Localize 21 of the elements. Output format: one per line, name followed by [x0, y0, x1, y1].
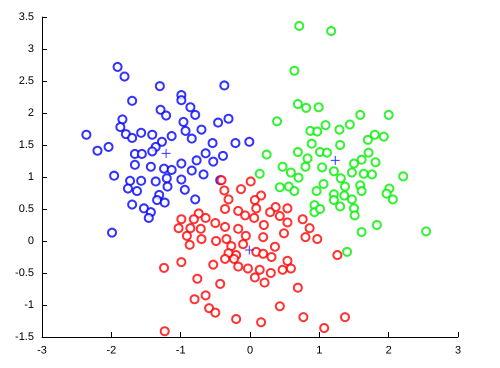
x-tick-label: -1	[176, 344, 186, 356]
y-tick-label: 1.5	[18, 139, 34, 151]
point	[244, 244, 254, 255]
x-tick-label: -3	[37, 344, 47, 356]
point	[161, 148, 172, 158]
x-tick-label: 1	[316, 344, 322, 356]
y-tick-label: -0.5	[15, 267, 34, 279]
y-tick-label: 2	[28, 107, 34, 119]
y-tick-label: 3	[28, 43, 34, 55]
y-tick-label: -1.5	[15, 331, 34, 343]
y-tick-label: -1	[24, 299, 34, 311]
y-tick-label: 1	[28, 171, 34, 183]
x-tick-label: -2	[106, 344, 116, 356]
x-tick-label: 0	[246, 344, 254, 356]
x-tick-label: 2	[386, 344, 392, 356]
y-tick-label: 0.5	[18, 203, 34, 215]
y-tick-label: 2.5	[18, 75, 34, 87]
y-tick-label: 0	[28, 235, 34, 247]
x-tick-label: 3	[454, 344, 462, 356]
y-tick-label: 3.5	[18, 11, 34, 23]
point	[330, 155, 340, 166]
